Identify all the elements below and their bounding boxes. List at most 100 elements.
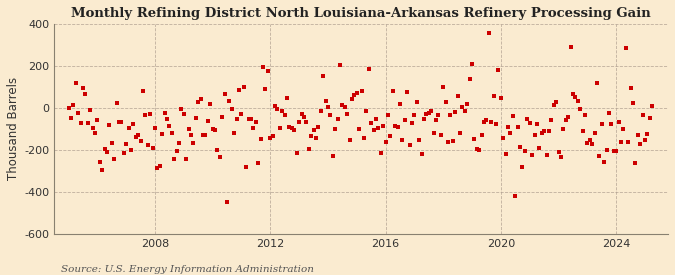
Point [169, 157, 180, 161]
Point [647, 104, 657, 108]
Point [488, 93, 499, 98]
Point [270, 104, 281, 108]
Point [301, 120, 312, 125]
Point [452, 94, 463, 98]
Point [234, 87, 244, 92]
Point [327, 154, 338, 159]
Point [155, 164, 165, 169]
Point [512, 125, 523, 130]
Point [80, 92, 90, 97]
Point [198, 133, 209, 138]
Point [479, 120, 489, 125]
Point [104, 123, 115, 127]
Point [574, 106, 585, 111]
Point [537, 131, 547, 135]
Point [232, 117, 242, 121]
Point [603, 111, 614, 116]
Point [142, 142, 153, 147]
Point [217, 115, 227, 119]
Point [524, 120, 535, 125]
Point [332, 117, 343, 121]
Point [462, 101, 472, 106]
Point [414, 138, 425, 142]
Point [471, 147, 482, 151]
Point [551, 100, 562, 104]
Point [212, 147, 223, 152]
Point [248, 125, 259, 130]
Point [477, 133, 487, 138]
Point [363, 67, 374, 71]
Point [438, 85, 449, 89]
Point [493, 68, 504, 72]
Point [481, 118, 492, 122]
Point [296, 112, 307, 116]
Point [543, 129, 554, 133]
Point [642, 131, 653, 136]
Point [433, 113, 444, 117]
Point [474, 148, 485, 153]
Point [553, 150, 564, 154]
Point [596, 122, 607, 126]
Point [395, 101, 406, 106]
Point [342, 112, 352, 116]
Point [534, 145, 545, 150]
Point [109, 156, 119, 161]
Point [356, 88, 367, 93]
Point [541, 153, 552, 158]
Point [418, 117, 429, 122]
Point [181, 157, 192, 162]
Point [426, 109, 437, 114]
Point [294, 120, 304, 125]
Point [265, 136, 275, 140]
Point [457, 105, 468, 109]
Point [623, 140, 634, 144]
Point [546, 117, 557, 122]
Point [582, 141, 593, 145]
Point [255, 136, 266, 141]
Point [632, 133, 643, 137]
Point [320, 98, 331, 103]
Point [87, 125, 98, 130]
Point [526, 152, 537, 157]
Point [161, 116, 172, 121]
Point [358, 136, 369, 140]
Point [303, 147, 314, 151]
Point [253, 161, 264, 166]
Point [344, 138, 355, 142]
Point [97, 168, 107, 172]
Point [147, 146, 158, 150]
Point [92, 118, 103, 122]
Point [173, 141, 184, 145]
Point [469, 137, 480, 141]
Point [392, 125, 403, 129]
Point [286, 126, 297, 130]
Point [329, 127, 340, 131]
Point [383, 113, 394, 117]
Point [402, 89, 412, 94]
Point [246, 117, 256, 122]
Point [531, 122, 542, 126]
Point [539, 128, 549, 133]
Point [625, 86, 636, 90]
Point [171, 149, 182, 153]
Point [594, 153, 605, 158]
Point [73, 111, 84, 116]
Point [258, 65, 269, 69]
Point [580, 113, 591, 118]
Point [498, 135, 509, 140]
Point [637, 112, 648, 117]
Point [310, 136, 321, 140]
Point [428, 130, 439, 135]
Point [558, 126, 569, 131]
Point [99, 146, 110, 151]
Point [517, 165, 528, 169]
Point [90, 131, 101, 135]
Point [385, 134, 396, 138]
Point [611, 149, 622, 153]
Point [277, 109, 288, 113]
Point [435, 133, 446, 137]
Point [118, 151, 129, 156]
Point [200, 133, 211, 137]
Point [229, 131, 240, 135]
Point [275, 125, 286, 130]
